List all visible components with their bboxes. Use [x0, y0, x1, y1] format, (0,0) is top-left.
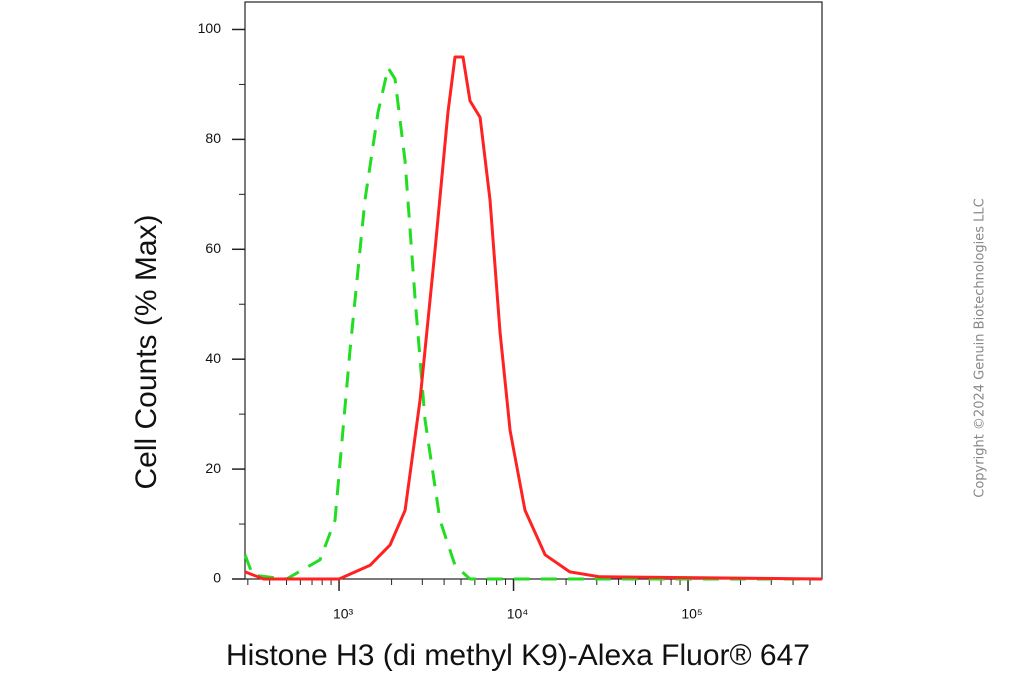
y-tick-label: 40 — [205, 350, 221, 366]
x-tick-label: 10³ — [333, 606, 354, 622]
y-tick-label: 60 — [205, 240, 221, 256]
histogram-line — [243, 66, 822, 581]
y-tick-label: 80 — [205, 130, 221, 146]
x-axis-label: Histone H3 (di methyl K9)-Alexa Fluor® 6… — [226, 639, 810, 672]
plot-frame — [244, 1, 823, 580]
histogram-line — [244, 55, 823, 581]
y-axis-label: Cell Counts (% Max) — [130, 214, 163, 489]
y-tick-label: 0 — [213, 570, 221, 586]
x-tick-label: 10⁵ — [681, 606, 702, 622]
y-tick-label: 20 — [205, 460, 221, 476]
y-tick-label: 100 — [198, 20, 222, 36]
copyright: Copyright ©2024 Genuin Biotechnologies L… — [973, 198, 988, 497]
x-tick-label: 10⁴ — [507, 606, 529, 622]
